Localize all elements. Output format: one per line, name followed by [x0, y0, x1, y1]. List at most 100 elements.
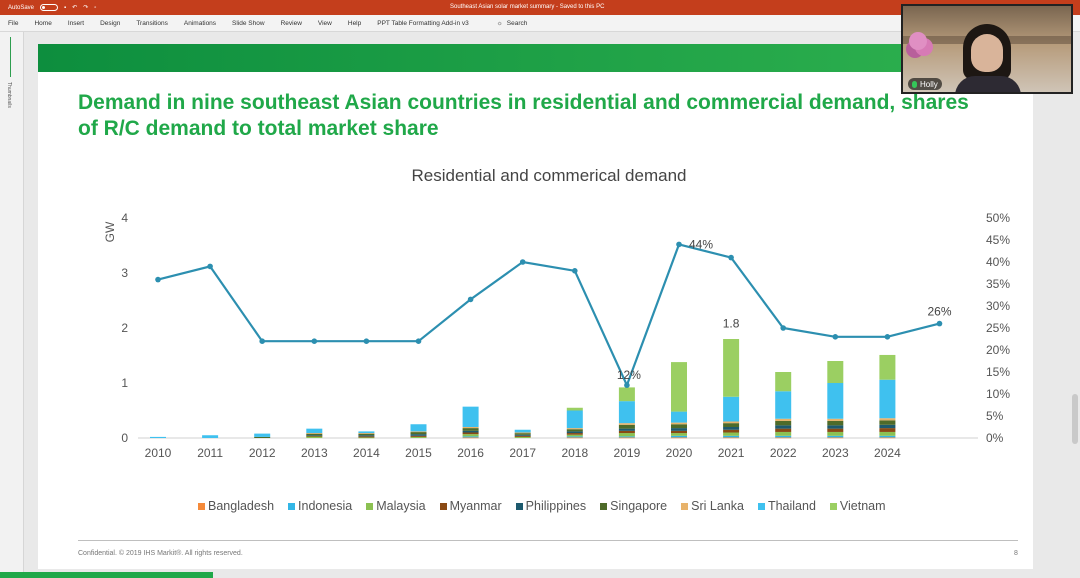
chart-legend: Bangladesh Indonesia Malaysia Myanmar Philip… [198, 499, 886, 513]
y2-tick-label: 20% [986, 343, 1010, 357]
present-icon[interactable]: ▫ [94, 4, 97, 11]
tab-design[interactable]: Design [100, 19, 121, 27]
tab-animations[interactable]: Animations [183, 19, 217, 27]
bar-segment-philippines [514, 434, 531, 436]
tab-file[interactable]: File [8, 19, 19, 27]
undo-icon[interactable]: ↶ [72, 5, 78, 11]
bar-segment-myanmar [358, 436, 375, 438]
bar-segment-vietnam [566, 407, 583, 411]
bar-segment-malaysia [566, 434, 583, 437]
slide-title: Demand in nine southeast Asian countries… [78, 91, 969, 140]
bar-segment-malaysia [879, 431, 896, 436]
bar-segment-indonesia [775, 435, 792, 438]
bar-segment-indonesia [462, 436, 479, 438]
tab-view[interactable]: View [317, 19, 332, 27]
bar-segment-malaysia [618, 433, 635, 437]
y2-tick-label: 45% [986, 233, 1010, 247]
y2-tick-label: 15% [986, 365, 1010, 379]
legend-item-indonesia: Indonesia [288, 499, 352, 513]
bar-segment-philippines [462, 430, 479, 433]
bar-segment-thailand [723, 396, 740, 422]
y2-tick-label: 50% [986, 211, 1010, 225]
bar-segment-malaysia [358, 437, 375, 439]
bar-segment-myanmar [306, 435, 323, 437]
share-point [415, 338, 422, 345]
bar-segment-vietnam [723, 339, 740, 397]
tab-review[interactable]: Review [280, 19, 302, 27]
bar-segment-thailand [254, 433, 271, 437]
y2-tick-label: 5% [986, 409, 1004, 423]
share-point [572, 268, 578, 274]
legend-label: Myanmar [449, 499, 502, 513]
participant-name-chip: Holly [908, 78, 942, 90]
tab-slide-show[interactable]: Slide Show [232, 19, 265, 27]
data-label: 1.8 [723, 317, 740, 331]
bar-segment-myanmar [879, 428, 896, 432]
bar-segment-philippines [775, 425, 792, 429]
bar-segment-bangladesh [879, 437, 896, 439]
bar-segment-indonesia [671, 435, 687, 438]
legend-item-vietnam: Vietnam [829, 499, 886, 513]
legend-label: Vietnam [839, 499, 886, 513]
y2-tick-label: 0% [986, 431, 1004, 445]
y2-tick-label: 40% [986, 255, 1010, 269]
bar-segment-philippines [879, 424, 896, 429]
share-point [519, 259, 526, 265]
bar-segment-malaysia [462, 434, 479, 437]
bar-segment-indonesia [723, 435, 740, 438]
legend-item-bangladesh: Bangladesh [198, 499, 274, 513]
bar-segment-malaysia [671, 433, 687, 436]
bar-segment-singapore [879, 420, 896, 425]
page-number: 8 [1014, 550, 1018, 557]
bar-segment-myanmar [410, 435, 427, 437]
y-axis-label: GW [103, 221, 117, 242]
legend-label: Philippines [525, 499, 587, 513]
y-tick-label: 3 [121, 266, 128, 280]
bar-segment-sri-lanka [879, 418, 896, 421]
data-label: 12% [617, 368, 641, 382]
bar-segment-sri-lanka [827, 418, 844, 421]
share-point [780, 325, 786, 331]
bar-segment-bangladesh [775, 437, 792, 439]
bar-segment-myanmar [827, 428, 844, 432]
legend-swatch [439, 502, 447, 510]
bar-segment-philippines [723, 427, 740, 430]
video-feed[interactable]: Holly [901, 4, 1073, 94]
bar-segment-myanmar [775, 428, 792, 432]
bar-segment-sri-lanka [462, 427, 479, 429]
legend-item-myanmar: Myanmar [439, 499, 502, 513]
bar-segment-sri-lanka [358, 433, 375, 434]
bar-segment-thailand [775, 391, 792, 419]
ribbon-tabs: File Home Insert Design Transitions Anim… [0, 15, 1080, 32]
y2-tick-label: 10% [986, 387, 1010, 401]
lightbulb-icon: ☼ [496, 19, 503, 27]
mic-icon [912, 80, 917, 88]
thumbnail-pane[interactable]: Thumbnails [0, 32, 24, 572]
tab-home[interactable]: Home [34, 19, 52, 27]
bar-segment-singapore [358, 433, 375, 436]
legend-label: Singapore [610, 499, 668, 513]
bar-segment-bangladesh [462, 437, 479, 439]
tab-ppt-table-addin[interactable]: PPT Table Formatting Add-in v3 [377, 19, 469, 27]
tab-insert[interactable]: Insert [67, 19, 85, 27]
bar-segment-thailand [462, 406, 479, 427]
tab-transitions[interactable]: Transitions [136, 19, 168, 27]
quick-access-toolbar: AutoSave ▪ ↶ ↷ ▫ [8, 4, 96, 11]
bar-segment-singapore [514, 433, 531, 435]
bar-segment-sri-lanka [775, 418, 792, 421]
vertical-scrollbar[interactable] [1072, 394, 1078, 444]
share-point [259, 338, 265, 345]
bar-segment-vietnam [775, 372, 792, 392]
bar-segment-thailand [358, 431, 375, 434]
bar-segment-vietnam [879, 354, 896, 380]
bar-segment-bangladesh [618, 437, 635, 439]
slide-canvas[interactable]: Demand in nine southeast Asian countries… [38, 44, 1033, 569]
autosave-toggle[interactable] [40, 4, 59, 11]
search-box[interactable]: ☼ Search [497, 20, 528, 27]
save-icon[interactable]: ▪ [64, 4, 67, 11]
data-label: 44% [689, 237, 713, 251]
legend-swatch [198, 502, 205, 510]
bar-segment-philippines [410, 434, 427, 436]
tab-help[interactable]: Help [347, 19, 362, 27]
redo-icon[interactable]: ↷ [83, 5, 89, 11]
